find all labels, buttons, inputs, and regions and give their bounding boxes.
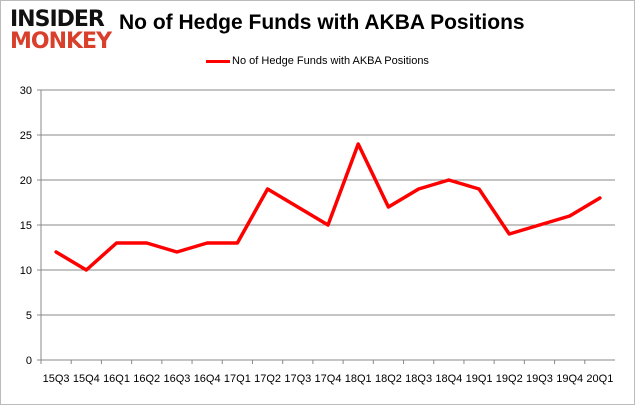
x-tick-label: 19Q1 <box>466 373 493 385</box>
logo-text-bottom: MONKEY <box>10 29 112 54</box>
x-tick-label: 16Q2 <box>133 373 160 385</box>
x-tick-label: 18Q1 <box>345 373 372 385</box>
y-tick-label: 5 <box>26 310 32 322</box>
x-tick-label: 19Q3 <box>526 373 553 385</box>
x-tick-label: 17Q4 <box>315 373 342 385</box>
y-tick-label: 20 <box>20 175 32 187</box>
x-tick-label: 16Q1 <box>103 373 130 385</box>
x-tick-label: 19Q2 <box>496 373 523 385</box>
y-tick-label: 25 <box>20 130 32 142</box>
legend: No of Hedge Funds with AKBA Positions <box>1 55 634 67</box>
insider-monkey-logo: INSIDER MONKEY <box>10 7 118 54</box>
x-tick-label: 19Q4 <box>556 373 583 385</box>
y-tick-label: 30 <box>20 85 32 97</box>
x-tick-label: 17Q1 <box>224 373 251 385</box>
logo-text-top: INSIDER <box>10 7 105 32</box>
x-tick-label: 17Q3 <box>284 373 311 385</box>
x-tick-label: 18Q3 <box>405 373 432 385</box>
y-tick-label: 15 <box>20 220 32 232</box>
y-tick-label: 0 <box>26 355 32 367</box>
y-tick-label: 10 <box>20 265 32 277</box>
legend-swatch <box>206 59 231 63</box>
x-tick-label: 18Q4 <box>435 373 462 385</box>
x-tick-label: 15Q3 <box>43 373 70 385</box>
x-tick-label: 20Q1 <box>586 373 613 385</box>
series-line <box>54 142 602 272</box>
chart-title: No of Hedge Funds with AKBA Positions <box>119 11 525 34</box>
x-tick-label: 18Q2 <box>375 373 402 385</box>
legend-label: No of Hedge Funds with AKBA Positions <box>232 55 429 67</box>
x-tick-label: 16Q4 <box>194 373 221 385</box>
x-tick-label: 17Q2 <box>254 373 281 385</box>
x-tick-label: 16Q3 <box>163 373 190 385</box>
x-tick-label: 15Q4 <box>73 373 100 385</box>
